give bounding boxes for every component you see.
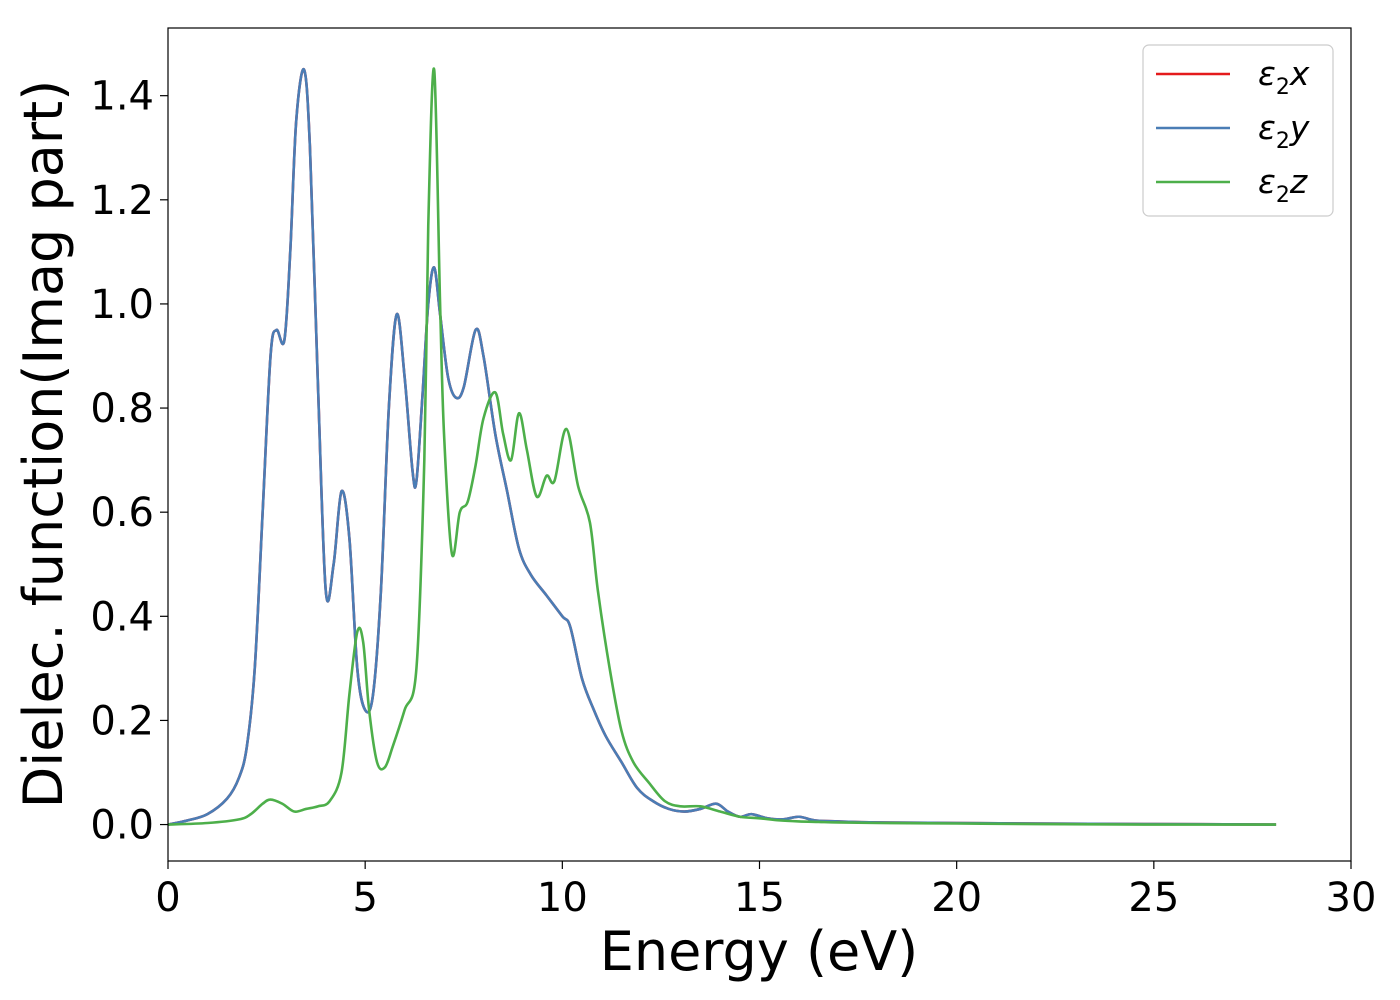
series-layer: [167, 67, 1277, 826]
x-tick-label: 5: [352, 875, 377, 921]
x-tick-label: 10: [537, 875, 588, 921]
legend-axis: x: [1289, 54, 1310, 93]
y-axis-title: Dielec. function(Imag part): [12, 80, 75, 809]
legend-entry-y: ε2y: [1258, 108, 1310, 154]
y-tick-label: 1.4: [90, 74, 154, 120]
legend-subscript: 2: [1276, 75, 1290, 100]
y-tick-label: 0.4: [90, 594, 154, 640]
y-tick-label: 1.2: [90, 178, 154, 224]
legend-axis: z: [1289, 162, 1308, 201]
legend-symbol: ε: [1258, 162, 1276, 201]
legend-symbol: ε: [1258, 108, 1276, 147]
legend-entry-x: ε2x: [1258, 54, 1310, 100]
legend-axis: y: [1289, 108, 1310, 147]
y-tick-label: 0.0: [90, 803, 154, 849]
x-tick-label: 30: [1326, 875, 1377, 921]
y-tick-label: 0.6: [90, 490, 154, 536]
y-tick-label: 0.2: [90, 698, 154, 744]
series-line-z: [167, 67, 1277, 826]
x-tick-label: 20: [931, 875, 982, 921]
legend-frame: [1142, 44, 1334, 217]
x-tick-label: 15: [734, 875, 785, 921]
legend-symbol: ε: [1258, 54, 1276, 93]
x-tick-label: 0: [155, 875, 180, 921]
x-axis-title: Energy (eV): [600, 920, 919, 983]
legend-subscript: 2: [1276, 183, 1290, 208]
x-axis: 0 5 10 15 20 25 30: [155, 861, 1376, 921]
y-tick-label: 1.0: [90, 282, 154, 328]
y-tick-label: 0.8: [90, 386, 154, 432]
x-tick-label: 25: [1128, 875, 1179, 921]
legend-entry-z: ε2z: [1258, 162, 1308, 208]
legend-subscript: 2: [1276, 129, 1290, 154]
y-axis: 0.0 0.2 0.4 0.6 0.8 1.0 1.2 1.4: [90, 74, 168, 849]
